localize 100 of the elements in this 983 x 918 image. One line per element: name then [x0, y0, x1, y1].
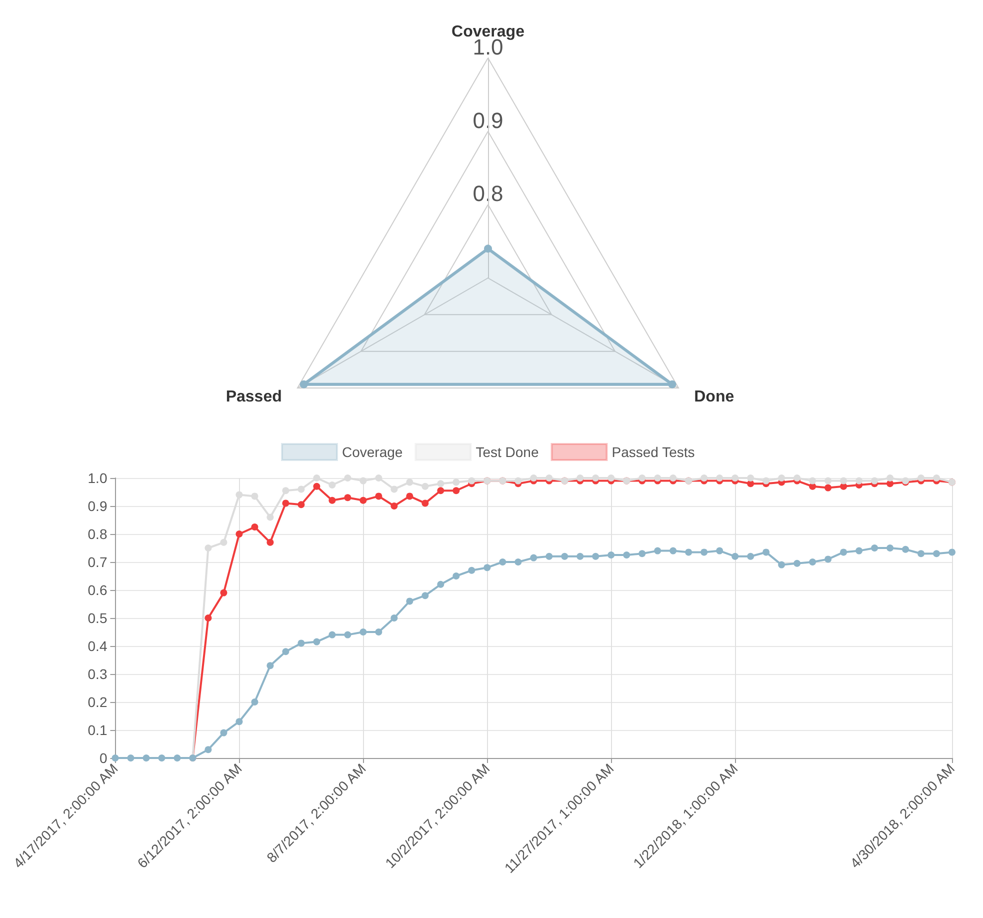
point: [794, 560, 801, 567]
point: [778, 474, 786, 482]
point: [375, 628, 382, 636]
point: [313, 474, 320, 482]
point: [576, 474, 584, 482]
point: [266, 514, 274, 521]
point: [484, 564, 491, 572]
y-tick-label: 0.7: [88, 554, 108, 570]
point: [809, 477, 816, 484]
point: [204, 544, 212, 552]
y-tick-label: 0.5: [88, 610, 108, 626]
point: [468, 477, 476, 484]
point: [437, 487, 444, 494]
point: [592, 552, 600, 560]
point: [390, 486, 398, 493]
point: [840, 548, 848, 556]
point: [638, 474, 646, 482]
y-tick-label: 0.2: [88, 694, 108, 710]
point: [933, 550, 940, 558]
point: [406, 492, 414, 500]
point: [452, 487, 460, 494]
point: [608, 474, 615, 482]
point: [266, 662, 274, 670]
spoke-label: Done: [694, 388, 734, 406]
point: [840, 477, 848, 484]
point: [546, 474, 553, 482]
y-tick-label: 0.3: [88, 666, 108, 682]
point: [298, 486, 305, 493]
point: [422, 500, 429, 507]
legend-label: Passed Tests: [612, 444, 695, 460]
point: [623, 552, 630, 558]
point: [654, 474, 662, 482]
point: [220, 729, 228, 736]
point: [918, 474, 925, 482]
point: [344, 494, 352, 502]
point: [685, 548, 692, 556]
point: [452, 572, 460, 580]
point: [204, 746, 212, 754]
spoke-label: Coverage: [452, 24, 525, 40]
y-tick-label: 0.9: [88, 498, 108, 514]
point: [794, 474, 801, 482]
point: [251, 492, 258, 500]
point: [499, 558, 506, 566]
point: [747, 552, 754, 560]
point: [762, 477, 770, 484]
point: [871, 477, 878, 484]
point: [840, 482, 848, 490]
point: [856, 477, 863, 484]
point: [406, 478, 414, 486]
point: [716, 547, 724, 554]
point: [344, 631, 352, 638]
point: [437, 480, 444, 488]
point: [514, 477, 522, 484]
point: [918, 550, 925, 558]
y-tick-label: 0.1: [88, 722, 108, 738]
point: [344, 474, 352, 482]
point: [654, 547, 662, 554]
point: [360, 496, 367, 504]
point: [251, 524, 258, 530]
point: [220, 589, 228, 596]
point: [437, 580, 444, 588]
y-tick-label: 0: [99, 750, 108, 766]
spoke-label: Passed: [226, 388, 282, 406]
point: [732, 474, 739, 482]
point: [298, 640, 305, 647]
point: [204, 614, 212, 622]
legend-label: Test Done: [476, 444, 539, 460]
point: [360, 477, 367, 484]
point: [824, 477, 832, 484]
point: [266, 538, 274, 546]
point: [142, 754, 150, 762]
point: [732, 552, 739, 560]
point: [236, 530, 243, 538]
point: [282, 487, 290, 494]
point: [313, 638, 320, 646]
point: [700, 548, 708, 556]
point: [452, 478, 460, 486]
point: [236, 718, 243, 726]
point: [670, 547, 677, 554]
point: [700, 474, 708, 482]
point: [561, 552, 568, 560]
point: [406, 598, 414, 605]
y-tick-label: 0.9: [472, 108, 504, 133]
point: [375, 492, 382, 500]
point: [313, 482, 320, 490]
point: [251, 698, 258, 706]
point: [468, 566, 476, 574]
point: [886, 474, 894, 482]
point: [390, 502, 398, 510]
point: [236, 491, 243, 498]
point: [576, 552, 584, 560]
point: [328, 631, 336, 638]
point: [747, 474, 754, 482]
point: [328, 496, 336, 504]
point: [608, 552, 615, 558]
y-tick-label: 0.4: [88, 638, 108, 654]
point: [282, 500, 290, 507]
point: [530, 554, 538, 562]
point: [670, 474, 677, 482]
point: [948, 548, 956, 556]
